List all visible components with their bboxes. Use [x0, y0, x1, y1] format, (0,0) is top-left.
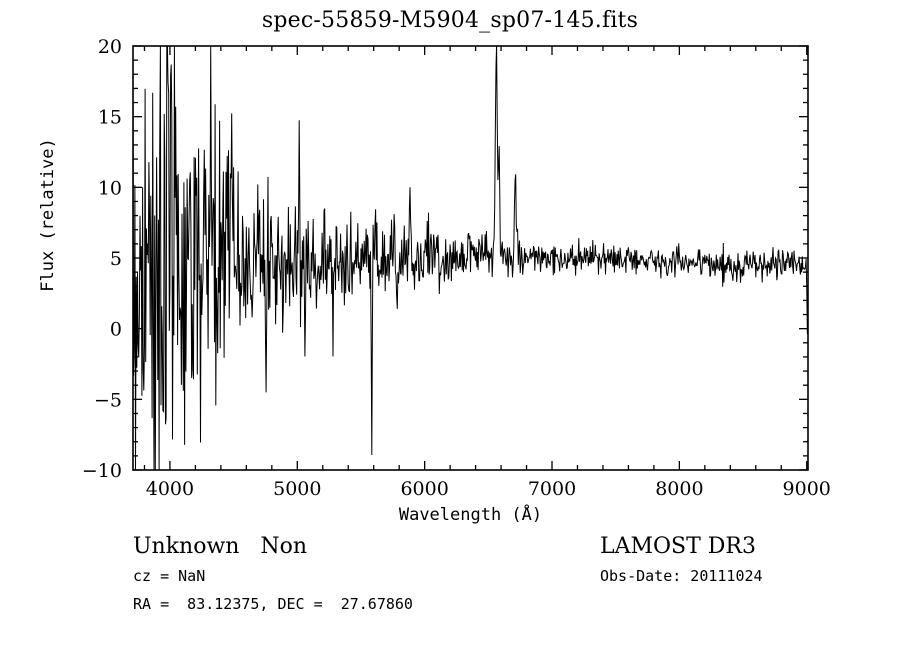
- svg-text:0: 0: [110, 319, 122, 341]
- x-axis-tick-labels: 4000 5000 6000 7000 8000 9000: [146, 478, 831, 500]
- spectrum-trace: [133, 46, 808, 470]
- coordinates-value: RA = 83.12375, DEC = 27.67860: [133, 595, 413, 613]
- svg-text:9000: 9000: [783, 478, 831, 500]
- cz-value: cz = NaN: [133, 567, 206, 585]
- svg-text:−5: −5: [94, 389, 122, 411]
- page-title: spec-55859-M5904_sp07-145.fits: [261, 8, 639, 33]
- svg-text:15: 15: [98, 107, 122, 129]
- svg-text:8000: 8000: [655, 478, 703, 500]
- svg-text:−10: −10: [82, 460, 122, 482]
- footer-left: Unknown Non cz = NaN RA = 83.12375, DEC …: [133, 533, 413, 617]
- svg-text:20: 20: [98, 36, 122, 58]
- y-axis-label: Flux (relative): [38, 138, 58, 292]
- svg-text:6000: 6000: [400, 478, 448, 500]
- svg-text:5: 5: [110, 248, 122, 270]
- survey-name: LAMOST DR3: [600, 534, 756, 559]
- svg-text:5000: 5000: [273, 478, 321, 500]
- observation-date: Obs-Date: 20111024: [600, 567, 763, 585]
- object-classification: Unknown Non: [133, 534, 308, 559]
- footer-right: LAMOST DR3 Obs-Date: 20111024: [600, 533, 763, 589]
- x-axis-label: Wavelength (Å): [398, 505, 543, 525]
- svg-text:10: 10: [98, 177, 122, 199]
- svg-text:7000: 7000: [528, 478, 576, 500]
- y-axis-tick-labels: −10 −5 0 5 10 15 20: [82, 36, 122, 482]
- svg-text:4000: 4000: [146, 478, 194, 500]
